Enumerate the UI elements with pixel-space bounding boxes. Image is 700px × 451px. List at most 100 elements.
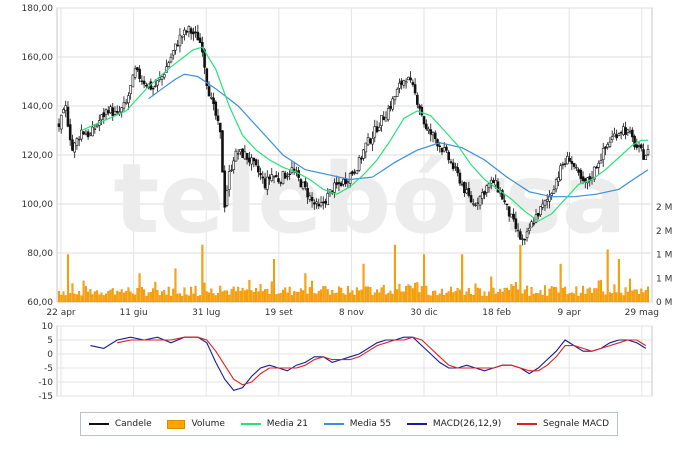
- ma21-line: [81, 46, 648, 222]
- candle-body: [382, 116, 386, 121]
- volume-bar: [615, 292, 618, 303]
- volume-bar: [100, 292, 103, 303]
- candle-body: [281, 171, 285, 184]
- volume-bar: [537, 293, 540, 303]
- legend-item-volume[interactable]: Volume: [167, 419, 225, 429]
- volume-bar: [566, 294, 569, 303]
- volume-bar: [57, 290, 61, 303]
- candle-body: [86, 131, 90, 138]
- candle-body: [552, 189, 556, 194]
- volume-bar: [217, 293, 220, 303]
- volume-bar: [541, 294, 544, 303]
- volume-bar: [154, 281, 157, 303]
- volume-bar: [295, 291, 298, 303]
- volume-bar: [579, 292, 582, 303]
- volume-bar: [163, 289, 166, 303]
- volume-bar: [414, 282, 417, 303]
- volume-bar: [532, 293, 535, 303]
- candle-body: [187, 26, 191, 33]
- candle-body: [306, 187, 309, 198]
- volume-bar: [212, 293, 215, 303]
- volume-bar: [608, 292, 611, 303]
- volume-bar: [535, 293, 538, 303]
- volume-bar: [400, 291, 403, 303]
- legend-item-media-21[interactable]: Media 21: [240, 419, 308, 429]
- candle-body: [528, 227, 531, 231]
- volume-bar: [555, 287, 558, 303]
- candle-body: [615, 134, 618, 139]
- candle-body: [494, 180, 498, 186]
- legend-swatch-candele: [88, 423, 109, 425]
- volume-bar: [71, 283, 74, 303]
- volume-bar: [405, 286, 408, 303]
- candle-body: [608, 141, 612, 147]
- volume-bar: [208, 292, 211, 303]
- candle-body: [389, 106, 392, 109]
- legend-item-candele[interactable]: Candele: [88, 419, 152, 429]
- volume-bar: [89, 289, 92, 303]
- legend-label-volume: Volume: [191, 419, 225, 429]
- price-tick-label: 80,00: [27, 249, 53, 259]
- x-tick-label: 18 feb: [482, 308, 511, 318]
- candle-body: [209, 97, 213, 99]
- volume-bar: [396, 289, 399, 303]
- volume-bar: [461, 254, 464, 303]
- candle-body: [447, 151, 450, 161]
- volume-bar: [595, 288, 598, 303]
- volume-bar: [447, 291, 450, 303]
- volume-bar: [611, 293, 614, 303]
- candle-body: [151, 87, 155, 90]
- legend-item-segnale-macd[interactable]: Segnale MACD: [517, 419, 609, 429]
- candle-body: [398, 82, 401, 89]
- candle-body: [127, 95, 130, 104]
- legend-swatch-volume: [167, 419, 186, 429]
- volume-bar: [344, 294, 347, 303]
- volume-bar: [172, 288, 175, 303]
- legend-item-macd[interactable]: MACD(26,12,9): [406, 419, 501, 429]
- volume-bar: [463, 294, 466, 303]
- volume-bar: [432, 290, 435, 303]
- candle-body: [283, 172, 287, 179]
- volume-bar: [456, 287, 459, 303]
- legend-item-media-55[interactable]: Media 55: [323, 419, 391, 429]
- volume-bar: [640, 288, 643, 303]
- candle-body: [185, 31, 188, 33]
- candle-body: [221, 130, 224, 173]
- candle-body: [223, 170, 227, 208]
- candle-body: [236, 153, 240, 155]
- volume-bar: [230, 289, 233, 303]
- candle-body: [572, 163, 576, 167]
- volume-bar: [429, 295, 432, 303]
- candle-body: [138, 68, 141, 79]
- volume-bar: [485, 295, 488, 303]
- volume-bar: [369, 287, 372, 303]
- volume-bar: [268, 294, 271, 303]
- volume-bar: [152, 288, 155, 303]
- candle-body: [106, 110, 110, 114]
- candle-body: [364, 142, 368, 153]
- candle-body: [357, 157, 361, 171]
- candle-body: [604, 146, 607, 149]
- candle-body: [646, 149, 650, 155]
- candle-body: [95, 124, 99, 128]
- volume-bar: [564, 286, 567, 303]
- volume-bar: [293, 291, 296, 303]
- candle-body: [496, 181, 500, 193]
- volume-bar: [517, 289, 520, 303]
- volume-bar: [337, 286, 340, 303]
- volume-bar: [591, 293, 594, 303]
- candle-body: [346, 181, 350, 183]
- volume-bar: [335, 292, 338, 303]
- candle-body: [642, 149, 645, 160]
- volume-bar: [510, 284, 513, 303]
- price-tick-label: 160,00: [22, 53, 54, 63]
- candle-body: [550, 193, 553, 196]
- volume-bar: [568, 293, 571, 303]
- candle-body: [610, 136, 614, 141]
- candle-body: [75, 138, 79, 146]
- volume-bar: [183, 287, 186, 303]
- volume-bar: [420, 286, 423, 303]
- candle-body: [80, 129, 83, 140]
- volume-bar: [588, 287, 591, 303]
- volume-bar: [109, 289, 112, 303]
